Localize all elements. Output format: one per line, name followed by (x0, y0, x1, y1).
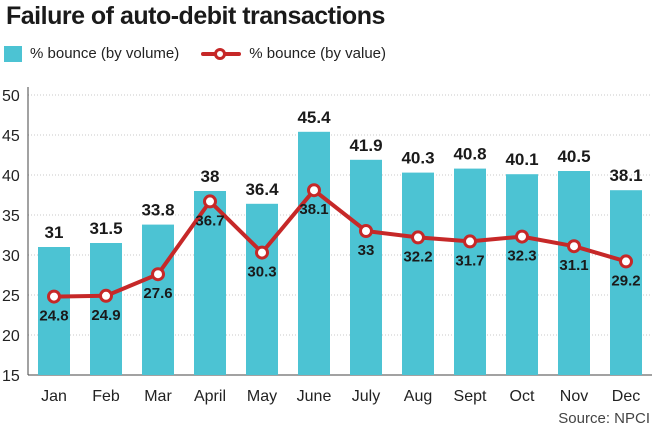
bar-volume (402, 172, 434, 375)
legend-swatch-volume (4, 45, 22, 62)
bar-volume (90, 243, 122, 375)
x-tick-label: Jan (41, 388, 67, 405)
line-value-label: 31.7 (455, 252, 484, 269)
line-point (411, 230, 425, 245)
x-tick-label: Oct (510, 388, 535, 405)
bar-volume (298, 131, 330, 375)
bar-value-label: 40.3 (401, 149, 434, 168)
y-tick-label: 50 (2, 88, 20, 105)
bar-value-label: 45.4 (297, 108, 331, 127)
line-point (359, 224, 373, 238)
x-tick-label: July (352, 388, 380, 405)
line-point (619, 254, 633, 269)
x-tick-label: Dec (612, 388, 640, 405)
x-tick-label: May (247, 388, 277, 405)
y-tick-label: 35 (2, 208, 20, 225)
line-value-label: 29.2 (611, 272, 640, 289)
line-point (307, 183, 321, 198)
legend: % bounce (by volume) % bounce (by value) (4, 45, 386, 62)
y-tick-label: 25 (2, 288, 20, 305)
bar-volume (454, 168, 486, 375)
chart-title: Failure of auto-debit transactions (6, 2, 385, 30)
line-point (203, 194, 217, 209)
bar-volume (142, 224, 174, 375)
line-value-label: 38.1 (299, 201, 328, 218)
bar-value-label: 31.5 (89, 219, 122, 238)
y-tick-label: 30 (2, 248, 20, 265)
line-point (463, 234, 477, 249)
x-tick-label: Sept (454, 388, 487, 405)
bar-volume (350, 159, 382, 375)
bar-value-label: 40.1 (505, 150, 538, 169)
source-note: Source: NPCI (558, 410, 650, 427)
legend-label-volume: % bounce (by volume) (30, 45, 180, 62)
line-value-label: 30.3 (247, 264, 276, 281)
line-point (47, 289, 61, 304)
y-tick-label: 45 (2, 128, 20, 145)
bar-value-label: 40.8 (453, 145, 486, 164)
line-value-label: 24.8 (39, 308, 68, 325)
legend-label-value: % bounce (by value) (249, 45, 386, 62)
line-value-label: 32.3 (507, 248, 536, 265)
line-point (515, 229, 529, 244)
bar-value-label: 36.4 (245, 180, 279, 199)
legend-swatch-value (201, 46, 242, 62)
y-tick-label: 20 (2, 328, 20, 345)
bar-volume (194, 191, 226, 375)
line-point (99, 288, 113, 303)
line-value-label: 32.2 (403, 248, 432, 265)
x-tick-label: April (194, 388, 226, 405)
line-value-label: 27.6 (143, 285, 172, 302)
line-point (151, 267, 165, 282)
bar-value-label: 38.1 (609, 166, 642, 185)
bar-volume (558, 171, 590, 375)
line-value-series (53, 188, 627, 299)
bar-value-label: 31 (45, 223, 64, 242)
bar-volume (246, 203, 278, 375)
line-value-label: 36.7 (195, 212, 224, 229)
bar-volume (38, 247, 70, 375)
x-tick-label: Aug (404, 388, 432, 405)
bar-value-label: 40.5 (557, 147, 590, 166)
bar-value-label: 38 (201, 167, 220, 186)
y-tick-label: 15 (2, 368, 20, 385)
y-tick-label: 40 (2, 168, 20, 185)
line-value-label: 31.1 (559, 257, 588, 274)
line-point (567, 239, 581, 254)
line-value-label: 24.9 (91, 307, 120, 324)
bar-value-label: 33.8 (141, 201, 174, 220)
x-tick-label: Feb (92, 388, 120, 405)
x-tick-label: Nov (560, 388, 588, 405)
x-tick-label: Mar (144, 388, 172, 405)
line-point (255, 245, 269, 260)
bar-volume (610, 190, 642, 375)
line-value-label: 33 (358, 242, 375, 259)
x-tick-label: June (297, 388, 332, 405)
bar-value-label: 41.9 (349, 136, 382, 155)
bar-volume (506, 174, 538, 375)
